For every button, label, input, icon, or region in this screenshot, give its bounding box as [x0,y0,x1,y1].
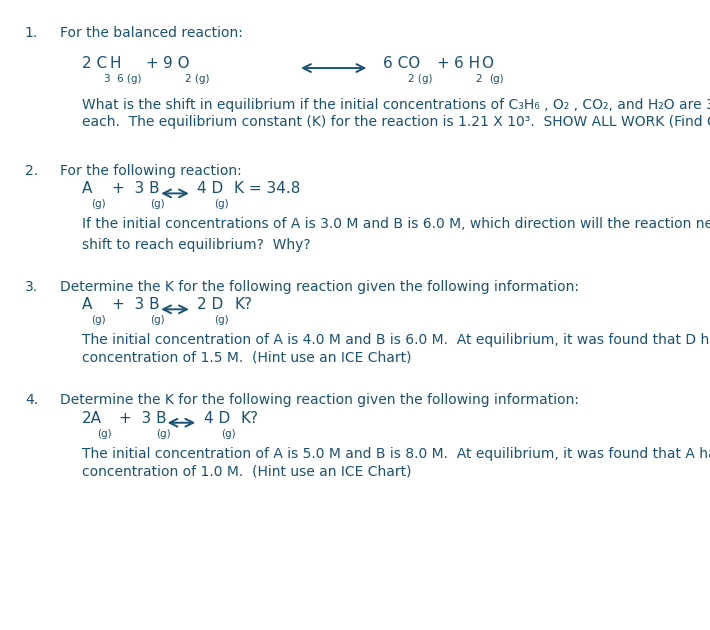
Text: 2 (g): 2 (g) [185,74,209,84]
Text: (g): (g) [156,428,171,438]
Text: each.  The equilibrium constant (K) for the reaction is 1.21 X 10³.  SHOW ALL WO: each. The equilibrium constant (K) for t… [82,115,710,129]
Text: shift to reach equilibrium?  Why?: shift to reach equilibrium? Why? [82,238,310,252]
Text: The initial concentration of A is 5.0 M and B is 8.0 M.  At equilibrium, it was : The initial concentration of A is 5.0 M … [82,447,710,461]
Text: (g): (g) [97,428,112,438]
Text: Determine the K for the following reaction given the following information:: Determine the K for the following reacti… [60,280,579,294]
Text: H: H [109,56,121,71]
Text: +  3 B: + 3 B [119,411,166,426]
Text: +  3 B: + 3 B [112,181,160,197]
Text: 2.: 2. [25,164,38,178]
Text: 2 D: 2 D [197,297,224,312]
Text: Determine the K for the following reaction given the following information:: Determine the K for the following reacti… [60,393,579,407]
Text: 4 D: 4 D [204,411,230,426]
Text: The initial concentration of A is 4.0 M and B is 6.0 M.  At equilibrium, it was : The initial concentration of A is 4.0 M … [82,333,710,347]
Text: (g): (g) [91,199,106,209]
Text: 1.: 1. [25,26,38,40]
Text: O: O [481,56,493,71]
Text: concentration of 1.0 M.  (Hint use an ICE Chart): concentration of 1.0 M. (Hint use an ICE… [82,464,411,478]
Text: 2 (g): 2 (g) [408,74,432,84]
Text: For the following reaction:: For the following reaction: [60,164,242,178]
Text: 2A: 2A [82,411,102,426]
Text: What is the shift in equilibrium if the initial concentrations of C₃H₆ , O₂ , CO: What is the shift in equilibrium if the … [82,98,710,112]
Text: +: + [437,56,449,71]
Text: 6 (g): 6 (g) [117,74,142,84]
Text: K = 34.8: K = 34.8 [234,181,300,197]
Text: (g): (g) [150,315,165,325]
Text: (g): (g) [214,315,229,325]
Text: (g): (g) [489,74,504,84]
Text: 2: 2 [475,74,481,84]
Text: (g): (g) [150,199,165,209]
Text: +: + [146,56,158,71]
Text: K?: K? [234,297,252,312]
Text: 6 H: 6 H [454,56,481,71]
Text: +  3 B: + 3 B [112,297,160,312]
Text: 3.: 3. [25,280,38,294]
Text: A: A [82,297,92,312]
Text: 4.: 4. [25,393,38,407]
Text: A: A [82,181,92,197]
Text: (g): (g) [221,428,236,438]
Text: For the balanced reaction:: For the balanced reaction: [60,26,244,40]
Text: (g): (g) [214,199,229,209]
Text: 4 D: 4 D [197,181,224,197]
Text: 3: 3 [103,74,109,84]
Text: K?: K? [241,411,258,426]
Text: (g): (g) [91,315,106,325]
Text: 9 O: 9 O [163,56,190,71]
Text: 6 CO: 6 CO [383,56,420,71]
Text: concentration of 1.5 M.  (Hint use an ICE Chart): concentration of 1.5 M. (Hint use an ICE… [82,351,411,365]
Text: 2 C: 2 C [82,56,106,71]
Text: If the initial concentrations of A is 3.0 M and B is 6.0 M, which direction will: If the initial concentrations of A is 3.… [82,217,710,231]
